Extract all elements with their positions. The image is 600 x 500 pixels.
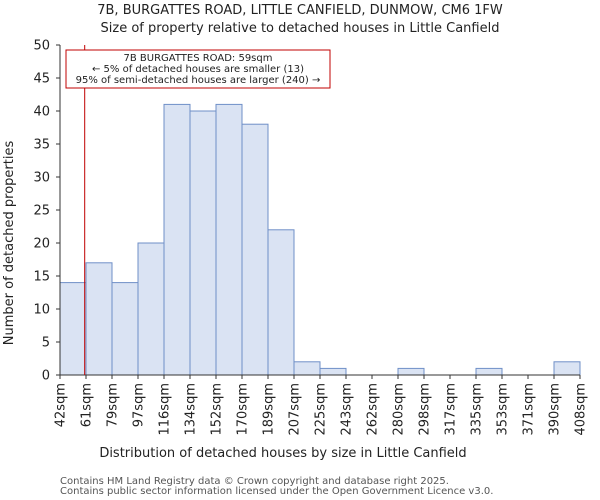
footer-line-1: Contains HM Land Registry data © Crown c… [60, 476, 449, 487]
y-tick-label-50: 50 [33, 39, 50, 54]
x-tick-label-18: 371sqm [522, 383, 537, 436]
x-tick-label-0: 42sqm [54, 383, 69, 427]
bar-0 [59, 282, 87, 376]
x-tick-label-10: 225sqm [314, 383, 329, 436]
x-tick-label-16: 335sqm [470, 383, 485, 436]
y-tick-label-35: 35 [33, 138, 50, 153]
bar-13 [397, 367, 425, 376]
annotation-line-3: 95% of semi-detached houses are larger (… [76, 75, 321, 86]
bar-6 [215, 103, 243, 376]
bar-1 [85, 262, 113, 376]
x-tick-label-4: 116sqm [158, 383, 173, 436]
bar-5 [189, 110, 217, 376]
annotation-box [65, 49, 331, 89]
y-tick-label-5: 5 [42, 336, 50, 351]
bar-16 [475, 367, 503, 376]
y-tick-label-40: 40 [33, 105, 50, 120]
y-tick-label-25: 25 [33, 204, 50, 219]
annotation-line-2: ← 5% of detached houses are smaller (13) [92, 64, 304, 75]
y-axis-label: Number of detached properties [2, 141, 17, 346]
chart-subtitle: Size of property relative to detached ho… [101, 21, 500, 36]
x-tick-label-1: 61sqm [80, 383, 95, 427]
chart-title: 7B, BURGATTES ROAD, LITTLE CANFIELD, DUN… [97, 3, 503, 18]
x-tick-label-7: 170sqm [236, 383, 251, 436]
bar-2 [111, 282, 139, 376]
x-tick-label-20: 408sqm [574, 383, 589, 436]
y-tick-label-15: 15 [33, 270, 50, 285]
x-tick-label-9: 207sqm [288, 383, 303, 436]
x-tick-label-13: 280sqm [392, 383, 407, 436]
x-tick-label-2: 79sqm [106, 383, 121, 427]
y-tick-label-45: 45 [33, 72, 50, 87]
x-tick-label-11: 243sqm [340, 383, 355, 436]
x-tick-label-5: 134sqm [184, 383, 199, 436]
x-tick-label-6: 152sqm [210, 383, 225, 436]
x-tick-label-3: 97sqm [132, 383, 147, 427]
y-tick-label-30: 30 [33, 171, 50, 186]
x-tick-label-17: 353sqm [496, 383, 511, 436]
bar-4 [163, 103, 191, 376]
x-axis-label: Distribution of detached houses by size … [99, 446, 466, 461]
footer-line-2: Contains public sector information licen… [60, 486, 493, 497]
bar-3 [137, 242, 165, 376]
y-tick-label-0: 0 [42, 369, 50, 384]
y-tick-label-10: 10 [33, 303, 50, 318]
bar-7 [241, 123, 269, 376]
x-tick-label-12: 262sqm [366, 383, 381, 436]
bar-19 [553, 361, 581, 376]
bar-10 [319, 367, 347, 376]
plot-area: 0 5 10 15 20 25 30 35 40 45 50 42sqm 61sqm 79sqm 97sqm… [33, 39, 588, 436]
bar-9 [293, 361, 321, 376]
x-tick-label-8: 189sqm [262, 383, 277, 436]
annotation-line-1: 7B BURGATTES ROAD: 59sqm [124, 53, 273, 64]
y-tick-label-20: 20 [33, 237, 50, 252]
x-tick-label-19: 390sqm [548, 383, 563, 436]
x-tick-label-14: 298sqm [418, 383, 433, 436]
bar-8 [267, 229, 295, 376]
x-tick-label-15: 317sqm [444, 383, 459, 436]
